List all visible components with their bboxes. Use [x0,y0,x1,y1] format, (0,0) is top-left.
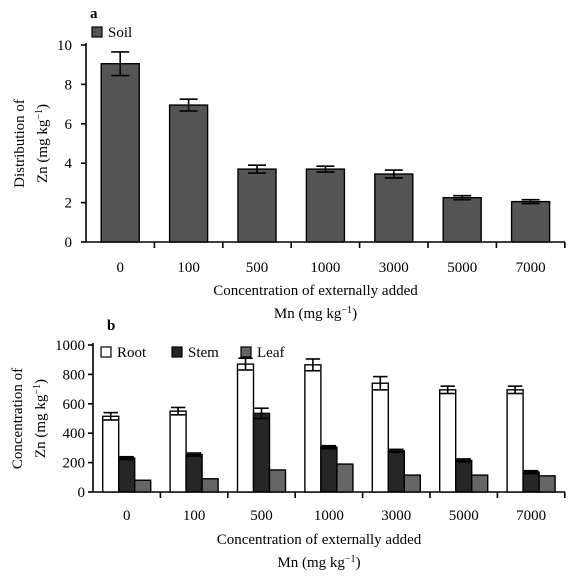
y-axis-title-line2-main: Zn (mg kg [35,119,51,183]
y-tick-label: 2 [65,196,73,212]
legend-label-stem: Stem [188,345,219,361]
x-axis-title-line2: Mn (mg kg−1) [277,554,360,572]
bar-soil [168,104,209,243]
x-tick-label: 100 [177,260,200,276]
legend-label-soil: Soil [108,25,132,41]
legend-swatch-stem [171,346,183,358]
x-axis-title-line2-end: ) [356,555,361,571]
y-tick-label: 800 [63,367,86,383]
x-tick-label: 7000 [516,260,546,276]
legend-swatch-root [100,346,112,358]
bar-root [236,363,255,493]
y-tick-label: 0 [78,485,86,501]
x-tick-label: 0 [123,508,131,524]
x-tick-label: 5000 [447,260,477,276]
bar-leaf [201,478,219,493]
bar-root [506,389,524,493]
y-tick-label: 10 [57,38,72,54]
chart-panel-b: b 0 200 400 600 800 1000 0 100 500 1000 3000 5000 700… [10,318,566,572]
panel-label: a [90,6,98,22]
x-axis-title-line2-sup: −1 [341,305,352,316]
y-axis-title-line2: Zn (mg kg−1) [34,104,52,183]
bar-stem [252,412,271,493]
bar-leaf [336,463,354,493]
y-tick-label: 6 [65,117,73,133]
y-axis-title-line1: Concentration of [10,368,26,469]
bar-stem [455,459,473,493]
x-tick-label: 3000 [379,260,409,276]
bar-soil [510,200,551,243]
x-tick-label: 500 [250,508,273,524]
y-axis-title-line2-sup: −1 [34,109,45,120]
y-tick-label: 200 [63,456,86,472]
y-axis-title-line1: Distribution of [12,99,28,188]
x-axis-title-line2-end: ) [352,306,357,322]
legend-label-root: Root [117,345,147,361]
bar-leaf [268,469,287,493]
x-axis-title-line2-sup: −1 [345,554,356,565]
legend-swatch-leaf [240,346,252,358]
bar-leaf [133,479,152,493]
x-tick-label: 1000 [314,508,344,524]
bar-soil [237,168,277,243]
bar-root [439,389,457,493]
bar-root [304,364,322,493]
y-axis-title-line2: Zn (mg kg−1) [32,379,50,458]
y-axis-title-line2-main: Zn (mg kg [33,394,49,458]
bar-soil [374,173,414,243]
y-axis-title-line2-end: ) [35,104,51,109]
panel-label: b [107,318,115,334]
bar-stem [117,457,136,493]
bar-leaf [538,475,556,493]
bar-root [101,415,120,493]
x-tick-label: 3000 [381,508,411,524]
x-tick-label: 1000 [310,260,340,276]
bar-stem [387,450,405,493]
x-axis-title-line2: Mn (mg kg−1) [274,305,357,323]
y-tick-label: 600 [63,397,86,413]
bar-stem [320,446,338,493]
y-tick-label: 8 [65,77,73,93]
bar-root [169,410,187,493]
x-tick-label: 100 [183,508,206,524]
bar-soil [442,196,482,243]
bar-stem [185,453,203,493]
x-tick-label: 5000 [449,508,479,524]
bar-root [371,382,389,493]
y-tick-label: 1000 [55,338,85,354]
bar-soil [100,63,140,243]
bar-soil [305,168,346,243]
x-axis-title-line2-main: Mn (mg kg [277,555,345,571]
legend-label-leaf: Leaf [257,345,284,361]
legend-swatch-soil [91,26,103,38]
bar-stem [522,471,540,493]
x-tick-label: 500 [246,260,269,276]
y-tick-label: 4 [65,156,73,172]
bar-leaf [471,474,489,493]
x-axis-title-line1: Concentration of externally added [217,532,422,548]
y-tick-label: 0 [65,235,73,251]
y-axis-title-line2-end: ) [33,379,49,384]
x-axis-title-line1: Concentration of externally added [213,283,418,299]
x-tick-label: 7000 [516,508,546,524]
bar-leaf [403,474,421,493]
x-tick-label: 0 [116,260,124,276]
y-axis-title-line2-sup: −1 [32,384,43,395]
x-axis-title-line2-main: Mn (mg kg [274,306,342,322]
y-tick-label: 400 [63,426,86,442]
